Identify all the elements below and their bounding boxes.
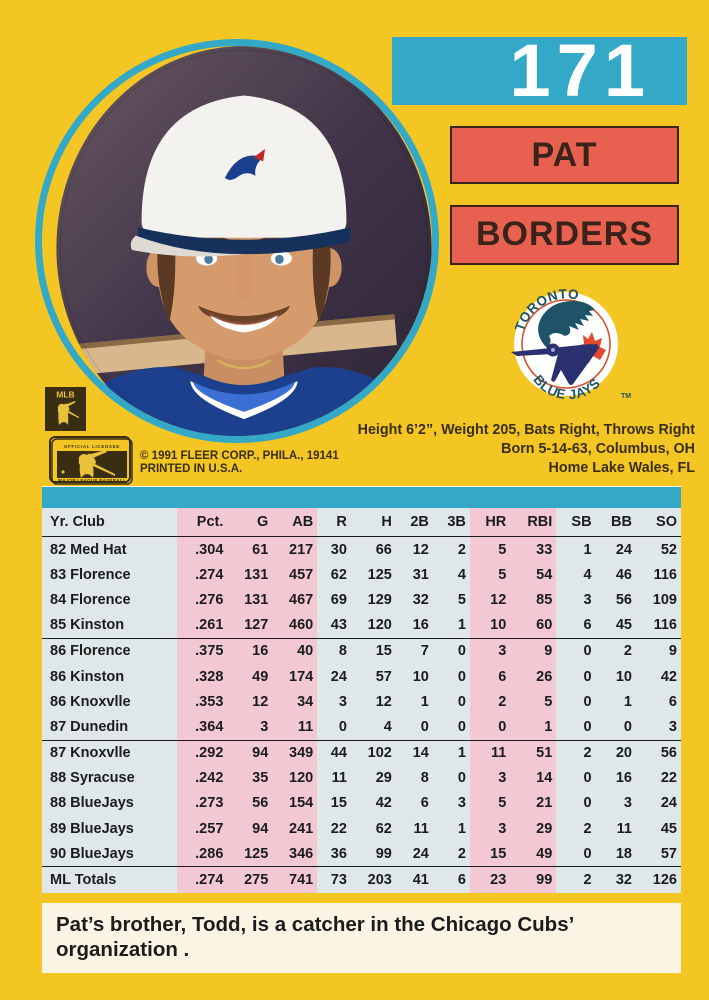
svg-text:OFFICIAL LICENSEE: OFFICIAL LICENSEE (64, 444, 120, 449)
svg-text:MLB: MLB (56, 390, 74, 400)
svg-text:TM: TM (621, 393, 631, 400)
svg-text:MAJOR LEAGUE BASEBALL: MAJOR LEAGUE BASEBALL (58, 478, 126, 483)
